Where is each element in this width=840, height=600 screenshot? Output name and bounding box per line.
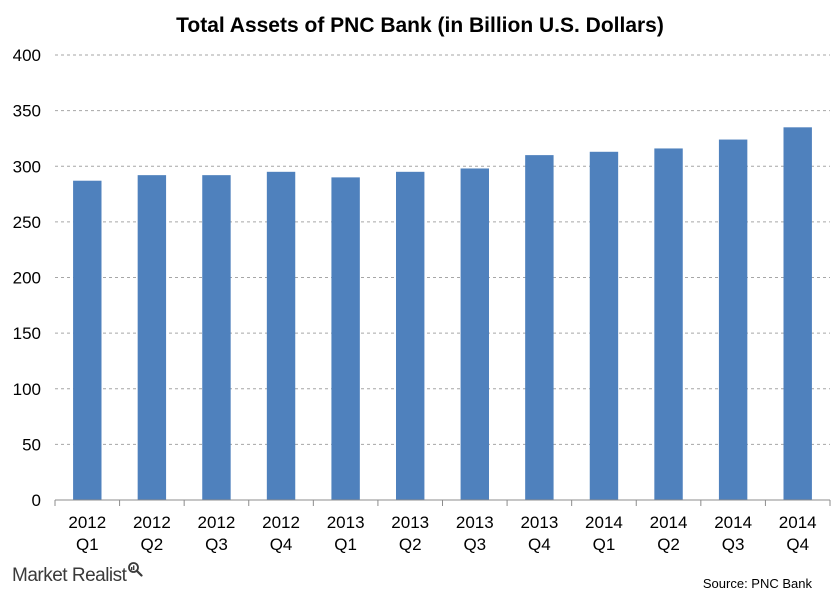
x-axis [54,499,831,506]
x-tick-label-year: 2013 [456,513,494,532]
x-tick-label-year: 2012 [68,513,106,532]
bar [266,171,296,500]
y-tick-label: 50 [22,435,41,454]
x-tick-label-quarter: Q2 [141,535,164,554]
y-tick-label: 400 [13,46,41,65]
bar [654,148,683,500]
x-tick-label-year: 2012 [262,513,300,532]
x-tick-label-quarter: Q2 [399,535,422,554]
bar [396,171,425,500]
bar [202,175,231,500]
x-tick-label-quarter: Q1 [76,535,99,554]
bar [589,151,619,500]
bar [460,168,489,500]
source-note: Source: PNC Bank [702,576,812,591]
x-tick-label-year: 2013 [391,513,429,532]
brand-logo: Market Realist [12,562,144,587]
x-tick-label-year: 2014 [650,513,688,532]
bar [783,127,812,500]
x-tick-label-quarter: Q1 [334,535,357,554]
x-tick-label-quarter: Q4 [786,535,809,554]
x-tick-label-year: 2013 [327,513,365,532]
bar [137,175,167,500]
bar [331,177,360,500]
x-tick-label-year: 2012 [198,513,236,532]
x-tick-label-year: 2014 [779,513,817,532]
y-tick-label: 0 [32,491,41,510]
x-tick-label-quarter: Q3 [722,535,745,554]
x-tick-label-year: 2012 [133,513,171,532]
bar [718,139,748,501]
y-tick-label: 350 [13,102,41,121]
chart-title: Total Assets of PNC Bank (in Billion U.S… [176,14,664,37]
y-tick-label: 250 [13,213,41,232]
bars [73,127,812,501]
y-tick-label: 150 [13,324,41,343]
brand-name: Market Realist [12,565,127,586]
y-tick-label: 200 [13,269,41,288]
y-axis-ticks: 0 50 100 150 200 250 300 350 400 [13,46,41,510]
x-axis-ticks: 2012 Q1 2012 Q2 2012 Q3 2012 Q4 2013 Q1 2013 Q2 2013… [68,513,816,554]
x-tick-label-quarter: Q4 [528,535,551,554]
x-tick-label-quarter: Q4 [270,535,293,554]
gridlines [55,54,830,445]
y-tick-label: 100 [13,380,41,399]
bar [73,180,102,500]
bar [525,155,554,500]
magnifier-icon [127,561,144,583]
x-tick-label-year: 2014 [714,513,752,532]
y-tick-label: 300 [13,157,41,176]
x-tick-label-quarter: Q3 [205,535,228,554]
x-tick-label-quarter: Q1 [593,535,616,554]
x-tick-label-quarter: Q2 [657,535,680,554]
x-tick-label-year: 2013 [520,513,558,532]
x-tick-label-quarter: Q3 [463,535,486,554]
x-tick-label-year: 2014 [585,513,623,532]
